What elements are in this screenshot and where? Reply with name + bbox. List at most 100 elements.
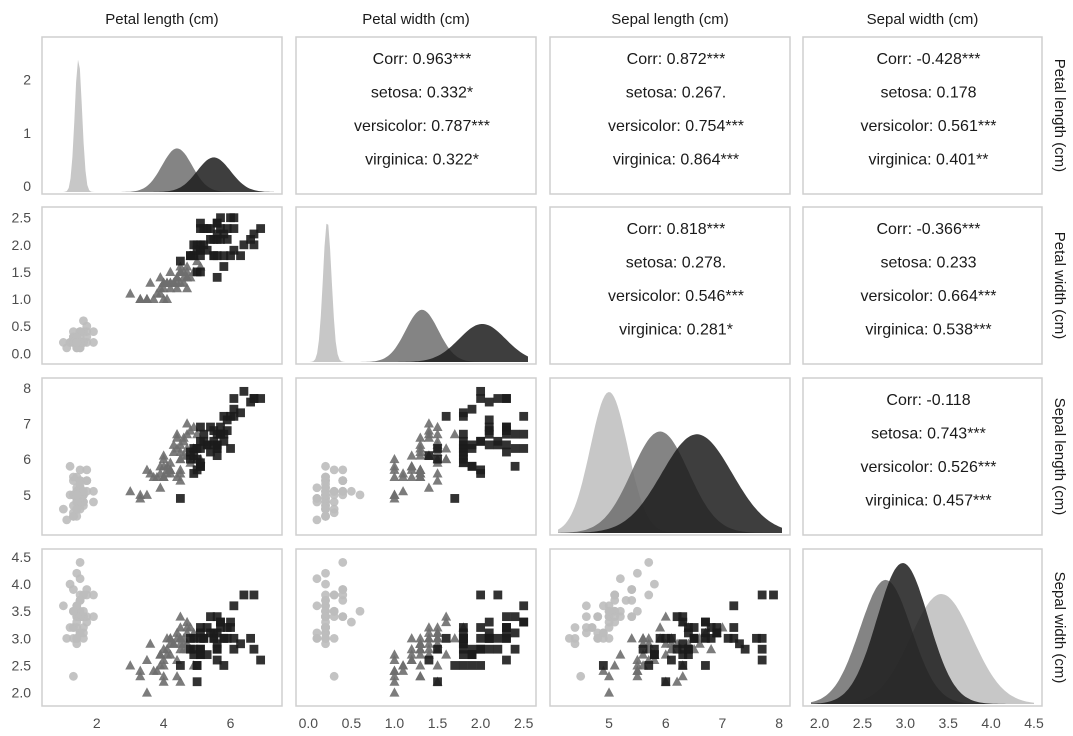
point-virginica bbox=[236, 639, 245, 649]
correlation-setosa: setosa: 0.743*** bbox=[871, 426, 986, 443]
point-virginica bbox=[476, 386, 486, 396]
point-virginica bbox=[196, 267, 205, 277]
point-setosa bbox=[329, 497, 339, 507]
point-setosa bbox=[329, 508, 339, 518]
point-virginica bbox=[667, 633, 676, 643]
point-versicolor bbox=[141, 293, 152, 304]
point-setosa bbox=[321, 461, 330, 471]
y-tick-label: 3.0 bbox=[12, 630, 32, 646]
point-virginica bbox=[476, 469, 486, 478]
correlation-versicolor: versicolor: 0.787*** bbox=[354, 118, 490, 135]
panel-3-3 bbox=[802, 548, 1043, 707]
point-virginica bbox=[202, 623, 212, 632]
point-versicolor bbox=[398, 471, 409, 482]
point-virginica bbox=[186, 644, 195, 654]
point-virginica bbox=[510, 461, 520, 471]
point-setosa bbox=[65, 461, 75, 471]
density-petal-width-setosa bbox=[304, 223, 528, 362]
point-virginica bbox=[661, 677, 671, 687]
point-versicolor bbox=[389, 471, 400, 482]
point-virginica bbox=[476, 633, 486, 643]
point-virginica bbox=[209, 440, 219, 450]
point-virginica bbox=[216, 617, 225, 627]
point-versicolor bbox=[175, 611, 186, 621]
point-virginica bbox=[212, 272, 222, 282]
point-virginica bbox=[239, 590, 249, 600]
point-setosa bbox=[338, 465, 348, 475]
point-setosa bbox=[321, 633, 330, 643]
point-virginica bbox=[476, 623, 486, 632]
point-setosa bbox=[355, 606, 365, 616]
y-tick-label: 2.0 bbox=[12, 685, 32, 701]
panel-2-3 bbox=[802, 377, 1043, 536]
point-setosa bbox=[75, 479, 85, 489]
y-tick-label: 2.5 bbox=[12, 210, 32, 226]
point-setosa bbox=[75, 595, 85, 605]
point-versicolor bbox=[182, 261, 193, 271]
point-virginica bbox=[493, 590, 503, 600]
point-virginica bbox=[667, 655, 676, 665]
x-tick-label: 8 bbox=[775, 715, 783, 731]
point-virginica bbox=[199, 436, 209, 446]
point-setosa bbox=[604, 633, 614, 643]
point-virginica bbox=[216, 224, 225, 233]
point-virginica bbox=[196, 422, 205, 432]
point-setosa bbox=[570, 633, 580, 643]
row-title-sepal-length: Sepal length (cm) bbox=[1051, 398, 1068, 516]
point-versicolor bbox=[148, 293, 159, 304]
point-versicolor bbox=[158, 660, 169, 670]
point-setosa bbox=[82, 476, 92, 485]
point-versicolor bbox=[423, 627, 434, 637]
point-virginica bbox=[196, 251, 205, 261]
point-virginica bbox=[502, 394, 511, 403]
x-tick-label: 2.0 bbox=[810, 715, 830, 731]
x-tick-label: 2.5 bbox=[514, 715, 534, 731]
point-virginica bbox=[484, 397, 494, 407]
density-sepal-width-virginica bbox=[811, 563, 1034, 704]
point-virginica bbox=[229, 224, 239, 233]
correlation-setosa: setosa: 0.178 bbox=[880, 85, 976, 102]
panel-2-2 bbox=[549, 377, 791, 536]
y-tick-label: 2.5 bbox=[12, 657, 32, 673]
point-versicolor bbox=[141, 654, 152, 665]
point-virginica bbox=[196, 633, 205, 643]
correlation-virginica: virginica: 0.457*** bbox=[865, 493, 991, 510]
point-virginica bbox=[189, 650, 199, 660]
point-setosa bbox=[321, 504, 330, 514]
density-petal-length-versicolor bbox=[50, 148, 274, 192]
point-virginica bbox=[493, 633, 503, 643]
x-tick-label: 1.0 bbox=[385, 715, 405, 731]
point-versicolor bbox=[432, 622, 443, 632]
point-virginica bbox=[206, 422, 215, 432]
point-setosa bbox=[89, 497, 98, 507]
point-versicolor bbox=[175, 643, 186, 654]
point-setosa bbox=[321, 479, 330, 489]
point-versicolor bbox=[182, 418, 193, 428]
column-title-petal-width: Petal width (cm) bbox=[362, 11, 470, 28]
point-versicolor bbox=[432, 428, 443, 439]
point-setosa bbox=[69, 606, 78, 616]
point-virginica bbox=[212, 655, 222, 665]
point-virginica bbox=[222, 224, 232, 233]
panel-0-1 bbox=[295, 36, 537, 195]
point-virginica bbox=[467, 461, 477, 471]
x-tick-label: 2.0 bbox=[471, 715, 491, 731]
point-versicolor bbox=[423, 482, 434, 492]
point-virginica bbox=[229, 601, 239, 611]
correlation-versicolor: versicolor: 0.561*** bbox=[860, 118, 996, 135]
point-virginica bbox=[226, 444, 235, 453]
correlation-versicolor: versicolor: 0.546*** bbox=[608, 288, 744, 305]
point-virginica bbox=[219, 229, 229, 239]
point-versicolor bbox=[182, 428, 193, 439]
point-versicolor bbox=[148, 471, 159, 482]
point-virginica bbox=[493, 644, 503, 654]
point-virginica bbox=[493, 394, 503, 403]
correlation-setosa: setosa: 0.233 bbox=[880, 255, 976, 272]
point-virginica bbox=[510, 612, 520, 622]
point-versicolor bbox=[706, 643, 717, 654]
point-versicolor bbox=[175, 622, 186, 632]
point-setosa bbox=[604, 606, 614, 616]
correlation-overall: Corr: 0.963*** bbox=[373, 51, 472, 68]
point-versicolor bbox=[643, 633, 654, 643]
point-virginica bbox=[769, 590, 778, 600]
